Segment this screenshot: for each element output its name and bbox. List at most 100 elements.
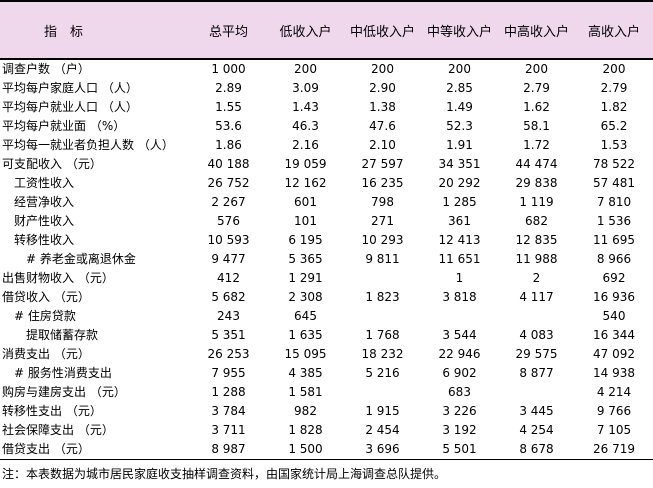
cell-value: 26 752 — [207, 176, 250, 190]
row-label: 可支配收入 （元） — [2, 157, 102, 171]
cell-value: 101 — [294, 214, 317, 228]
cell-value: 1 288 — [211, 385, 246, 399]
row-label: 平均每一就业者负担人数 （人） — [2, 138, 174, 152]
column-header-4: 中等收入户 — [421, 1, 498, 60]
row-label: 购房与建房支出 （元） — [2, 385, 126, 399]
cell-value: 1.72 — [523, 138, 550, 152]
cell-value: 1.53 — [600, 138, 628, 152]
cell-value: 12 413 — [438, 233, 481, 247]
table-header-row: 指 标总平均 低收入户 中低收入户 中等收入户 中高收入户 高收入户 — [0, 1, 653, 60]
cell-value: 200 — [371, 62, 394, 76]
cell-value: 1.55 — [215, 100, 242, 114]
cell-value: 361 — [448, 214, 471, 228]
cell-value: 1 291 — [288, 271, 323, 285]
cell-value: 271 — [371, 214, 394, 228]
table-row: 出售财物收入 （元） 412 1 291 1 2 692 — [0, 269, 653, 288]
row-label: 转移性收入 — [14, 233, 75, 247]
cell-value: 47.6 — [369, 119, 396, 133]
cell-value: 29 575 — [515, 347, 558, 361]
cell-value: 8 987 — [190, 440, 267, 460]
cell-value: 8 877 — [519, 366, 554, 380]
table-row: 购房与建房支出 （元） 1 288 1 581 683 4 214 — [0, 383, 653, 402]
cell-value: 5 365 — [288, 252, 323, 266]
cell-value: 2.90 — [369, 81, 396, 95]
cell-value: 1 823 — [365, 290, 400, 304]
cell-value: 1 536 — [596, 214, 632, 228]
cell-value: 798 — [371, 195, 394, 209]
row-label: 平均每户就业面 （%） — [2, 119, 126, 133]
income-expenditure-table: 指 标总平均 低收入户 中低收入户 中等收入户 中高收入户 高收入户 调查户数 （户） 1 … — [0, 0, 653, 460]
cell-value: 4 117 — [519, 290, 554, 304]
cell-value: 243 — [217, 309, 240, 323]
column-header-6: 高收入户 — [575, 1, 653, 60]
row-label: # 养老金或离退休金 — [26, 252, 136, 266]
cell-value: 16 936 — [593, 290, 635, 304]
cell-value: 22 946 — [438, 347, 481, 361]
cell-value: 2 — [532, 271, 541, 285]
cell-value: 2 267 — [211, 195, 246, 209]
cell-value: 58.1 — [523, 119, 550, 133]
cell-value: 576 — [217, 214, 240, 228]
cell-value: 57 481 — [593, 176, 635, 190]
row-label: # 住房贷款 — [14, 309, 76, 323]
row-label: 借贷支出 （元） — [0, 440, 190, 460]
row-label: 社会保障支出 （元） — [2, 423, 114, 437]
cell-value: 1.91 — [446, 138, 473, 152]
cell-value: 1 000 — [211, 62, 246, 76]
cell-value: 1 828 — [288, 423, 323, 437]
cell-value: 10 593 — [207, 233, 250, 247]
footnote: 注：本表数据为城市居民家庭收支抽样调查资料，由国家统计局上海调查总队提供。 — [2, 467, 447, 481]
row-label: 借贷收入 （元） — [2, 290, 90, 304]
cell-value: 14 938 — [593, 366, 635, 380]
cell-value: 9 766 — [596, 404, 632, 418]
cell-value: 3 696 — [344, 440, 421, 460]
row-label: 出售财物收入 （元） — [2, 271, 114, 285]
row-label: 消费支出 （元） — [2, 347, 90, 361]
cell-value: 4 214 — [596, 385, 632, 399]
table-row: 社会保障支出 （元） 3 711 1 828 2 454 3 192 4 254 7 105 — [0, 421, 653, 440]
cell-value: 645 — [294, 309, 317, 323]
cell-value: 1 581 — [288, 385, 323, 399]
cell-value: 26 253 — [207, 347, 250, 361]
row-label: 平均每户家庭人口 （人） — [2, 81, 138, 95]
column-header-2: 低收入户 — [267, 1, 344, 60]
cell-value: 15 095 — [284, 347, 327, 361]
cell-value: 7 810 — [596, 195, 632, 209]
cell-value: 12 835 — [515, 233, 558, 247]
table-header: 指 标总平均 低收入户 中低收入户 中等收入户 中高收入户 高收入户 — [0, 1, 653, 60]
column-header-5: 中高收入户 — [498, 1, 575, 60]
cell-value: 65.2 — [600, 119, 628, 133]
cell-value: 8 678 — [498, 440, 575, 460]
cell-value: 3 226 — [442, 404, 477, 418]
cell-value: 52.3 — [446, 119, 473, 133]
table-row: 平均每户家庭人口 （人） 2.89 3.09 2.90 2.85 2.79 2.79 — [0, 79, 653, 98]
cell-value: 1 285 — [442, 195, 477, 209]
cell-value: 26 719 — [575, 440, 653, 460]
table-row: 借贷收入 （元） 5 682 2 308 1 823 3 818 4 117 16 936 — [0, 288, 653, 307]
table-row: 借贷支出 （元） 8 987 1 500 3 696 5 501 8 678 26 719 — [0, 440, 653, 460]
cell-value: 8 966 — [596, 252, 632, 266]
table-row: 可支配收入 （元） 40 188 19 059 27 597 34 351 44 474 7… — [0, 155, 653, 174]
cell-value: 12 162 — [284, 176, 327, 190]
cell-value: 3.09 — [292, 81, 319, 95]
cell-value: 7 105 — [596, 423, 632, 437]
cell-value: 10 293 — [361, 233, 404, 247]
cell-value: 2 454 — [365, 423, 400, 437]
cell-value: 1.38 — [369, 100, 396, 114]
cell-value: 3 445 — [519, 404, 554, 418]
row-label: # 服务性消费支出 — [14, 366, 112, 380]
table-row: 工资性收入 26 752 12 162 16 235 20 292 29 838 57 48… — [0, 174, 653, 193]
cell-value: 200 — [448, 62, 471, 76]
cell-value: 11 695 — [593, 233, 635, 247]
row-label: 提取储蓄存款 — [26, 328, 99, 342]
cell-value: 540 — [602, 309, 626, 323]
cell-value: 3 784 — [211, 404, 246, 418]
cell-value — [498, 307, 575, 326]
cell-value: 78 522 — [593, 157, 635, 171]
cell-value: 1.82 — [600, 100, 628, 114]
row-label: 转移性支出 （元） — [2, 404, 102, 418]
cell-value: 2.89 — [215, 81, 242, 95]
row-label: 平均每户就业人口 （人） — [2, 100, 138, 114]
row-label: 工资性收入 — [14, 176, 75, 190]
